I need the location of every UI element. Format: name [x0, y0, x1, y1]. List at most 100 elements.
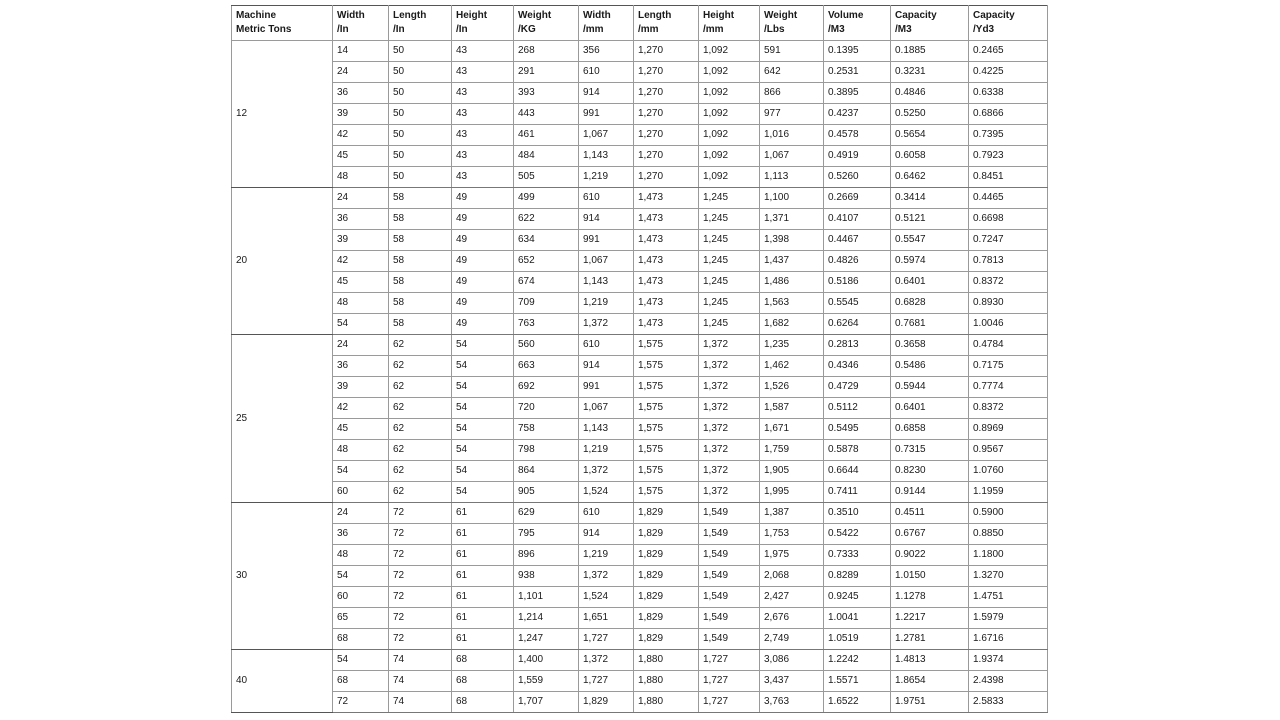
table-row: 68 72 61 1,247 1,727 1,829 1,549 2,749 1.0519 1.2… [232, 628, 1048, 650]
table-cell: 1,549 [698, 523, 760, 545]
table-cell: 991 [578, 229, 634, 251]
table-cell: 61 [451, 565, 514, 587]
table-cell: 1,372 [578, 565, 634, 587]
table-cell: 0.5900 [968, 502, 1048, 524]
table-cell: 0.8850 [968, 523, 1048, 545]
table-cell: 1,829 [633, 607, 699, 629]
table-cell: 45 [332, 145, 389, 167]
table-cell: 62 [388, 460, 452, 482]
table-row: 45 62 54 758 1,143 1,575 1,372 1,671 0.5495 0.685… [232, 418, 1048, 440]
table-cell: 1,727 [698, 649, 760, 671]
table-body: 12 14 50 43 268 356 1,270 1,092 591 0.1395 0.1885 0… [231, 40, 1048, 713]
table-cell: 43 [451, 61, 514, 83]
table-cell: 692 [513, 376, 579, 398]
table-cell: 0.5878 [823, 439, 891, 461]
table-cell: 42 [332, 124, 389, 146]
table-cell: 977 [759, 103, 824, 125]
table-cell: 0.5112 [823, 397, 891, 419]
table-cell: 0.6401 [890, 271, 969, 293]
table-row: 36 62 54 663 914 1,575 1,372 1,462 0.4346 0.5486 0… [232, 355, 1048, 377]
table-cell: 1,372 [698, 376, 760, 398]
table-cell: 54 [451, 460, 514, 482]
table-cell: 68 [332, 670, 389, 692]
column-header: Volume/M3 [823, 5, 891, 41]
table-cell: 642 [759, 61, 824, 83]
table-cell: 68 [451, 649, 514, 671]
table-cell: 1,270 [633, 145, 699, 167]
table-cell: 3,437 [759, 670, 824, 692]
table-cell: 1,880 [633, 649, 699, 671]
table-cell: 720 [513, 397, 579, 419]
table-row: 30 24 72 61 629 610 1,829 1,549 1,387 0.3510 0.451… [231, 502, 1048, 650]
table-cell: 1,372 [698, 334, 760, 356]
table-cell: 61 [451, 607, 514, 629]
table-row: 48 72 61 896 1,219 1,829 1,549 1,975 0.7333 0.902… [232, 544, 1048, 566]
table-cell: 1,880 [633, 691, 699, 713]
table-cell: 1.0150 [890, 565, 969, 587]
table-cell: 1,270 [633, 82, 699, 104]
table-cell: 48 [332, 439, 389, 461]
table-cell: 896 [513, 544, 579, 566]
table-cell: 1,905 [759, 460, 824, 482]
table-cell: 0.9245 [823, 586, 891, 608]
table-cell: 1,549 [698, 544, 760, 566]
column-header-line: Machine [236, 10, 277, 21]
table-cell: 54 [451, 481, 514, 503]
table-cell: 0.7315 [890, 439, 969, 461]
table-cell: 0.6644 [823, 460, 891, 482]
table-cell: 0.8372 [968, 397, 1048, 419]
table-cell: 499 [513, 187, 579, 209]
table-cell: 58 [388, 271, 452, 293]
table-row: 25 24 62 54 560 610 1,575 1,372 1,235 0.2813 0.365… [231, 334, 1048, 503]
table-cell: 48 [332, 544, 389, 566]
table-cell: 1,372 [578, 313, 634, 335]
table-cell: 938 [513, 565, 579, 587]
table-row: 20 24 58 49 499 610 1,473 1,245 1,100 0.2669 0.341… [231, 187, 1048, 335]
table-cell: 61 [451, 586, 514, 608]
table-cell: 0.4346 [823, 355, 891, 377]
table-cell: 61 [451, 628, 514, 650]
table-cell: 2,068 [759, 565, 824, 587]
table-cell: 1,682 [759, 313, 824, 335]
table-cell: 45 [332, 271, 389, 293]
table-cell: 0.7175 [968, 355, 1048, 377]
table-cell: 1,067 [578, 397, 634, 419]
table-cell: 1,100 [759, 187, 824, 209]
table-cell: 1,829 [578, 691, 634, 713]
table-cell: 49 [451, 187, 514, 209]
table-cell: 1.4813 [890, 649, 969, 671]
table-cell: 1,671 [759, 418, 824, 440]
table-cell: 629 [513, 502, 579, 524]
table-cell: 1,235 [759, 334, 824, 356]
column-header: Width/In [332, 5, 389, 41]
column-header: Length/mm [633, 5, 699, 41]
table-cell: 443 [513, 103, 579, 125]
table-cell: 1,829 [633, 544, 699, 566]
table-row: 48 50 43 505 1,219 1,270 1,092 1,113 0.5260 0.646… [232, 166, 1048, 188]
table-cell: 0.6058 [890, 145, 969, 167]
table-cell: 49 [451, 229, 514, 251]
table-cell: 1.9751 [890, 691, 969, 713]
table-cell: 1,486 [759, 271, 824, 293]
table-cell: 1,270 [633, 124, 699, 146]
table-cell: 54 [451, 439, 514, 461]
table-row: 36 72 61 795 914 1,829 1,549 1,753 0.5422 0.6767 0… [232, 523, 1048, 545]
table-cell: 24 [332, 187, 389, 209]
table-cell: 1,473 [633, 187, 699, 209]
table-cell: 1,462 [759, 355, 824, 377]
table-cell: 1,549 [698, 628, 760, 650]
table-row: 45 50 43 484 1,143 1,270 1,092 1,067 0.4919 0.605… [232, 145, 1048, 167]
table-cell: 74 [388, 649, 452, 671]
table-cell: 0.2813 [823, 334, 891, 356]
table-cell: 1,372 [698, 439, 760, 461]
table-cell: 61 [451, 544, 514, 566]
table-cell: 356 [578, 40, 634, 62]
table-cell: 50 [388, 145, 452, 167]
table-row: 60 62 54 905 1,524 1,575 1,372 1,995 0.7411 0.914… [232, 481, 1048, 503]
table-cell: 1,473 [633, 208, 699, 230]
table-cell: 1,575 [633, 481, 699, 503]
table-cell: 65 [332, 607, 389, 629]
table-cell: 0.5121 [890, 208, 969, 230]
table-cell: 914 [578, 82, 634, 104]
table-row: 45 58 49 674 1,143 1,473 1,245 1,486 0.5186 0.640… [232, 271, 1048, 293]
